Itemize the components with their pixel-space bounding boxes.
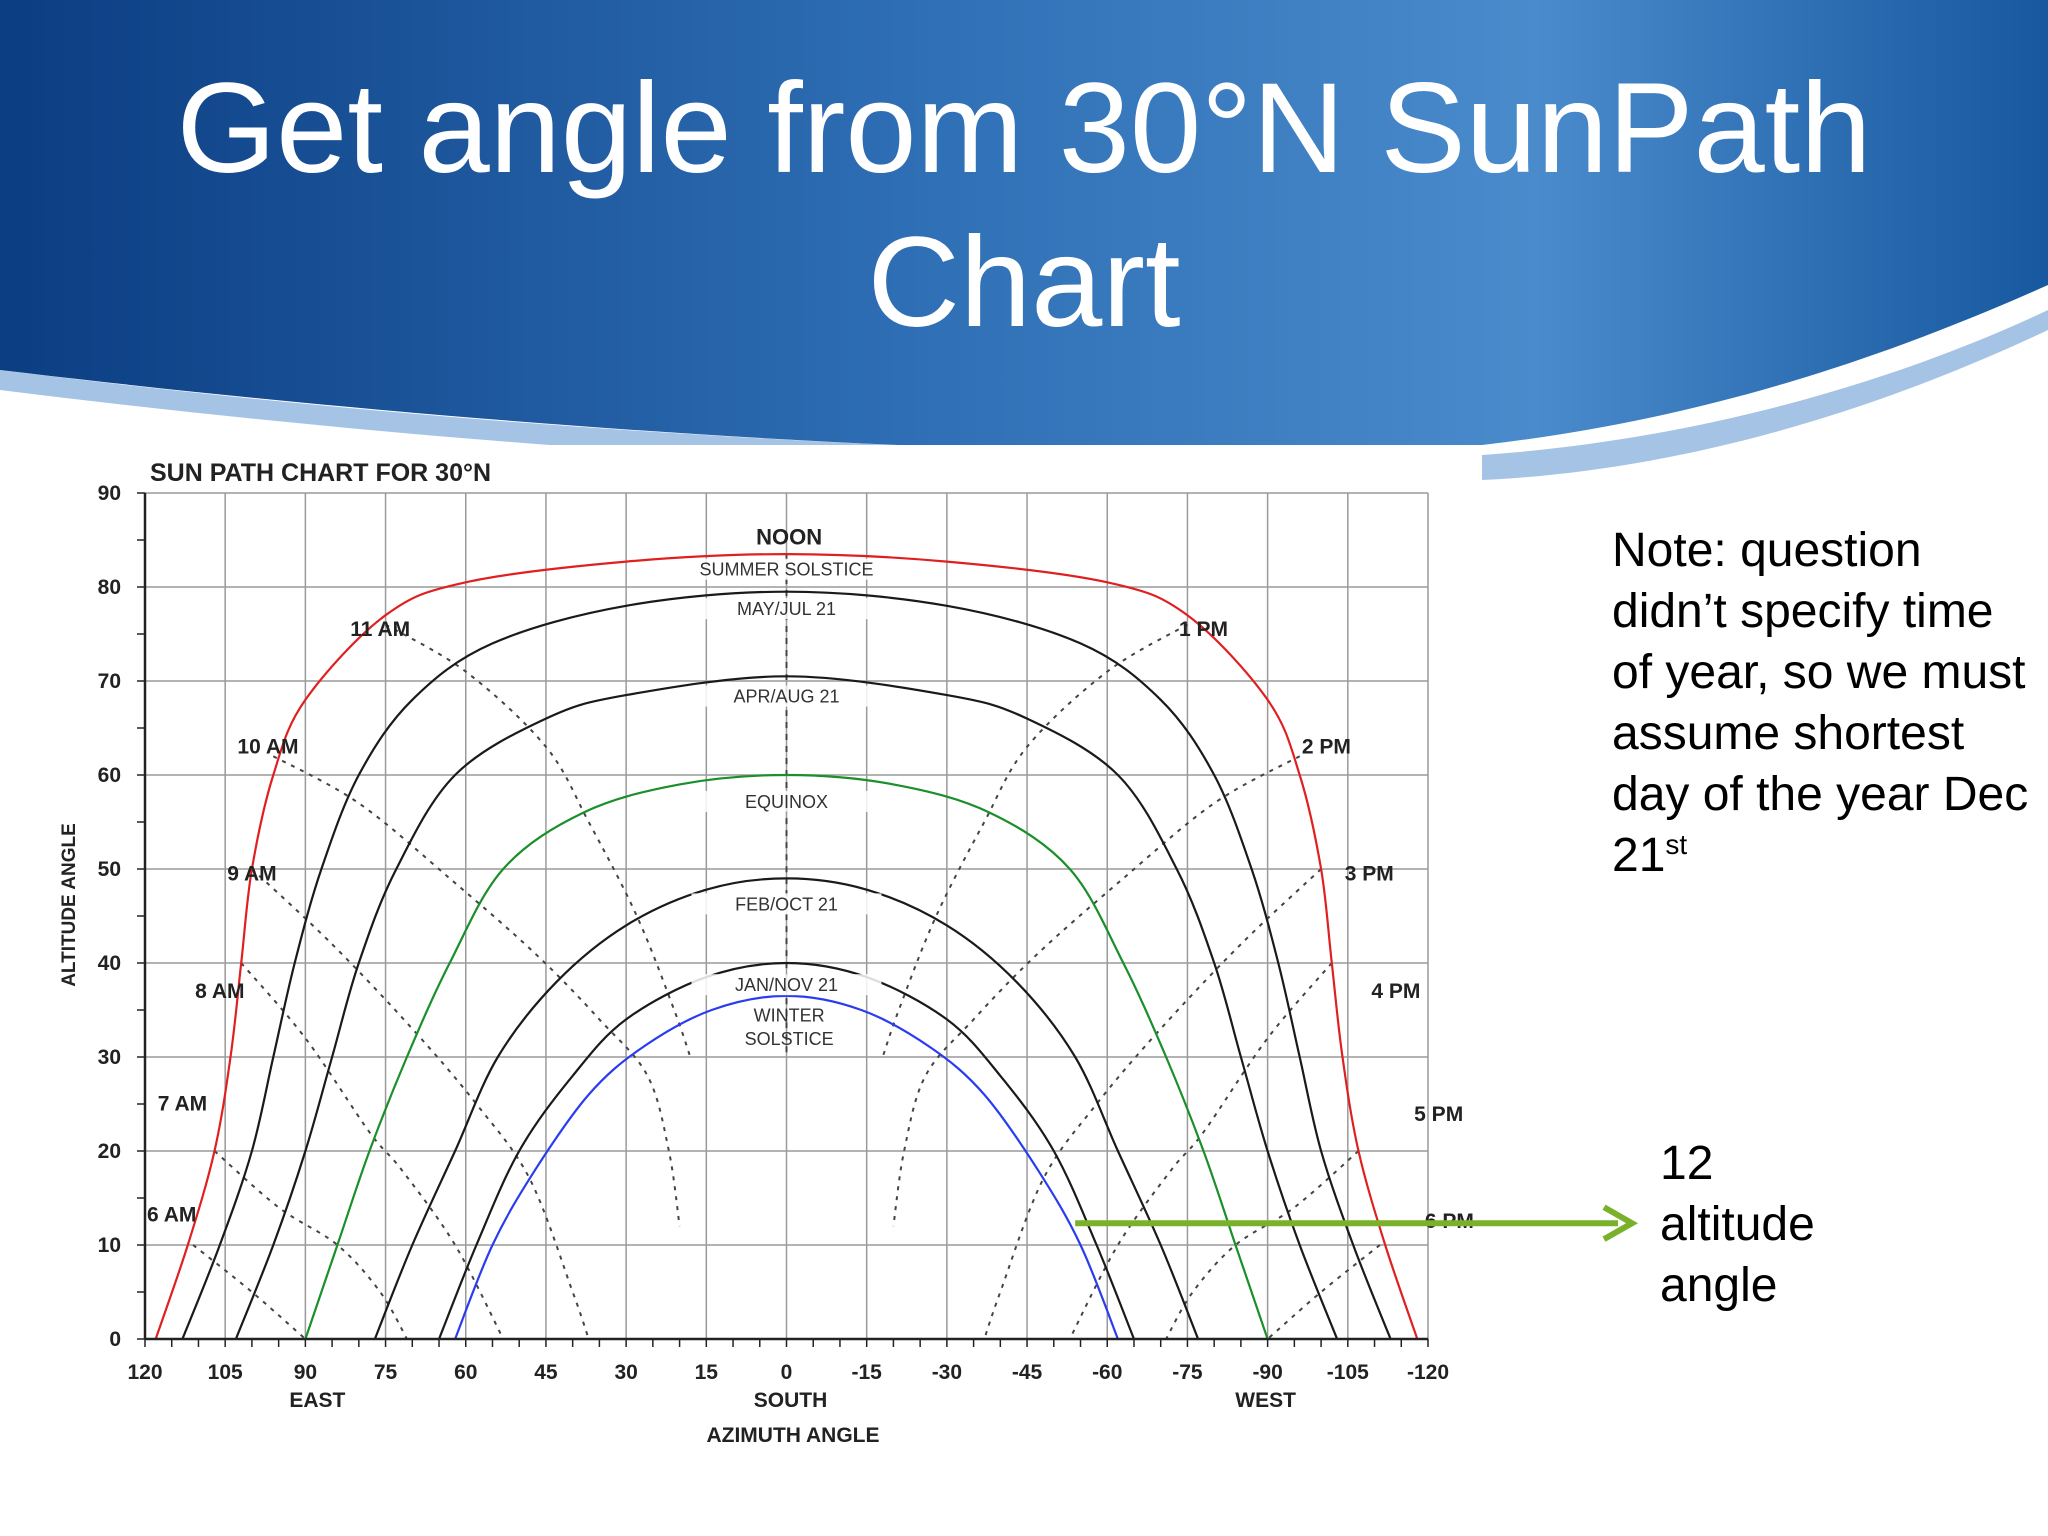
sun-path-series [154,552,1419,1340]
hour-label-8-am: 8 AM [195,980,244,1003]
y-tick-label-20: 20 [98,1140,121,1163]
hour-line-6-pm [1266,1244,1381,1340]
series-label-bg [691,974,882,996]
series-winter-solstice [454,994,1119,1340]
hour-label-2-pm: 2 PM [1302,735,1351,758]
note-sup: st [1665,829,1688,860]
x-tick-label--120: -120 [1407,1361,1449,1384]
series-label-equinox: EQUINOX [745,792,828,812]
hour-label-7-am: 7 AM [158,1093,207,1116]
x-tick-label-30: 30 [614,1361,637,1384]
x-tick-label-45: 45 [534,1361,558,1384]
x-tick-label-15: 15 [695,1361,719,1384]
series-label-solstice: SOLSTICE [745,1029,834,1049]
slide-title: Get angle from 30°N SunPath Chart [0,52,2048,360]
hour-label-9-am: 9 AM [227,862,276,885]
y-tick-label-70: 70 [98,670,121,693]
x-tick-label-0: 0 [781,1361,793,1384]
y-tick-label-10: 10 [98,1234,121,1257]
slide-title-line2: Chart [867,211,1181,354]
series-label-bg [691,893,882,915]
hour-label-11-am: 11 AM [350,618,410,641]
x-axis-label: AZIMUTH ANGLE [706,1424,879,1447]
series-may-jul-21 [181,590,1392,1340]
y-tick-label-0: 0 [109,1328,121,1351]
hour-line-11-am [385,623,692,1058]
chart-title: SUN PATH CHART FOR 30°N [150,459,491,487]
x-tick-label-120: 120 [127,1361,162,1384]
x-tick-label-105: 105 [208,1361,243,1384]
altitude-callout: 12 altitude angle [1660,1133,2000,1316]
hour-label-5-pm: 5 PM [1414,1103,1463,1126]
y-tick-label-30: 30 [98,1046,121,1069]
hour-line-1-pm [881,623,1188,1058]
x-tick-label--15: -15 [852,1361,883,1384]
x-tick-label-75: 75 [374,1361,398,1384]
series-label-summer-solstice: SUMMER SOLSTICE [699,560,873,580]
callout-line2: altitude [1660,1198,1815,1251]
note-main: Note: question didn’t specify time of ye… [1612,524,2029,882]
x-tick-label-60: 60 [454,1361,477,1384]
series-label-bg [691,598,882,620]
series-label-bg [691,558,882,580]
series-label-bg [691,790,882,812]
slide-title-line1: Get angle from 30°N SunPath [176,57,1872,200]
hour-label-noon: NOON [756,525,822,550]
hour-label-1-pm: 1 PM [1179,618,1228,641]
x-tick-label--60: -60 [1092,1361,1122,1384]
hour-label-10-am: 10 AM [237,735,298,758]
x-tick-label--90: -90 [1252,1361,1282,1384]
callout-line3: angle [1660,1259,1778,1312]
series-label-jan-nov-21: JAN/NOV 21 [735,975,838,995]
hour-label-6-am: 6 AM [147,1204,196,1227]
x-tick-label-90: 90 [294,1361,317,1384]
chart-axes [137,492,1429,1347]
series-jan-nov-21 [437,961,1136,1340]
series-label-winter: WINTER [754,1005,825,1025]
hour-label-4-pm: 4 PM [1371,980,1420,1003]
series-feb-oct-21 [373,877,1200,1340]
hour-line-3-pm [983,868,1322,1340]
header-swoosh [0,310,2048,480]
chart-labels: 120 105 90 75 60 45 30 15 0 -15 -30 -45 -60 -75 -90 -10… [98,482,1474,1412]
header-band [0,0,2048,453]
y-tick-label-60: 60 [98,764,121,787]
series-summer-solstice [154,552,1419,1340]
x-tick-label--30: -30 [932,1361,962,1384]
x-tick-label--75: -75 [1172,1361,1203,1384]
y-axis-label: ALTITUDE ANGLE [59,823,80,987]
note-text: Note: question didn’t specify time of ye… [1612,520,2032,886]
hour-line-6-am [192,1244,307,1340]
direction-label-south: SOUTH [754,1389,828,1412]
callout-value: 12 [1660,1137,1714,1190]
series-apr-aug-21 [234,675,1339,1340]
arrow-head [1602,1204,1639,1242]
y-tick-label-40: 40 [98,952,121,975]
direction-label-east: EAST [289,1389,345,1412]
series-label-apr-aug-21: APR/AUG 21 [733,687,839,707]
series-label-may-jul-21: MAY/JUL 21 [737,599,836,619]
y-tick-label-80: 80 [98,576,121,599]
altitude-arrow [1075,1204,1639,1242]
series-label-feb-oct-21: FEB/OCT 21 [735,894,838,914]
hour-line-9-am [251,868,590,1340]
direction-label-west: WEST [1235,1389,1296,1412]
x-tick-label--45: -45 [1012,1361,1043,1384]
series-equinox [304,773,1269,1340]
hour-label-3-pm: 3 PM [1345,862,1394,885]
y-tick-label-50: 50 [98,858,121,881]
x-tick-label--105: -105 [1327,1361,1369,1384]
series-label-bg [691,685,882,707]
y-tick-label-90: 90 [98,482,121,505]
